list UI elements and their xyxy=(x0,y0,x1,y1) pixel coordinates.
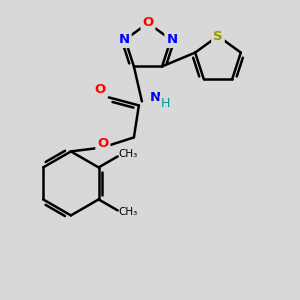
Text: CH₃: CH₃ xyxy=(119,207,138,218)
Text: N: N xyxy=(149,91,161,104)
Text: O: O xyxy=(94,83,106,96)
Text: O: O xyxy=(97,137,109,150)
Text: N: N xyxy=(166,33,177,46)
Text: N: N xyxy=(118,33,130,46)
Text: O: O xyxy=(142,16,154,28)
Text: H: H xyxy=(161,97,171,110)
Text: CH₃: CH₃ xyxy=(119,149,138,159)
Text: S: S xyxy=(213,29,223,43)
